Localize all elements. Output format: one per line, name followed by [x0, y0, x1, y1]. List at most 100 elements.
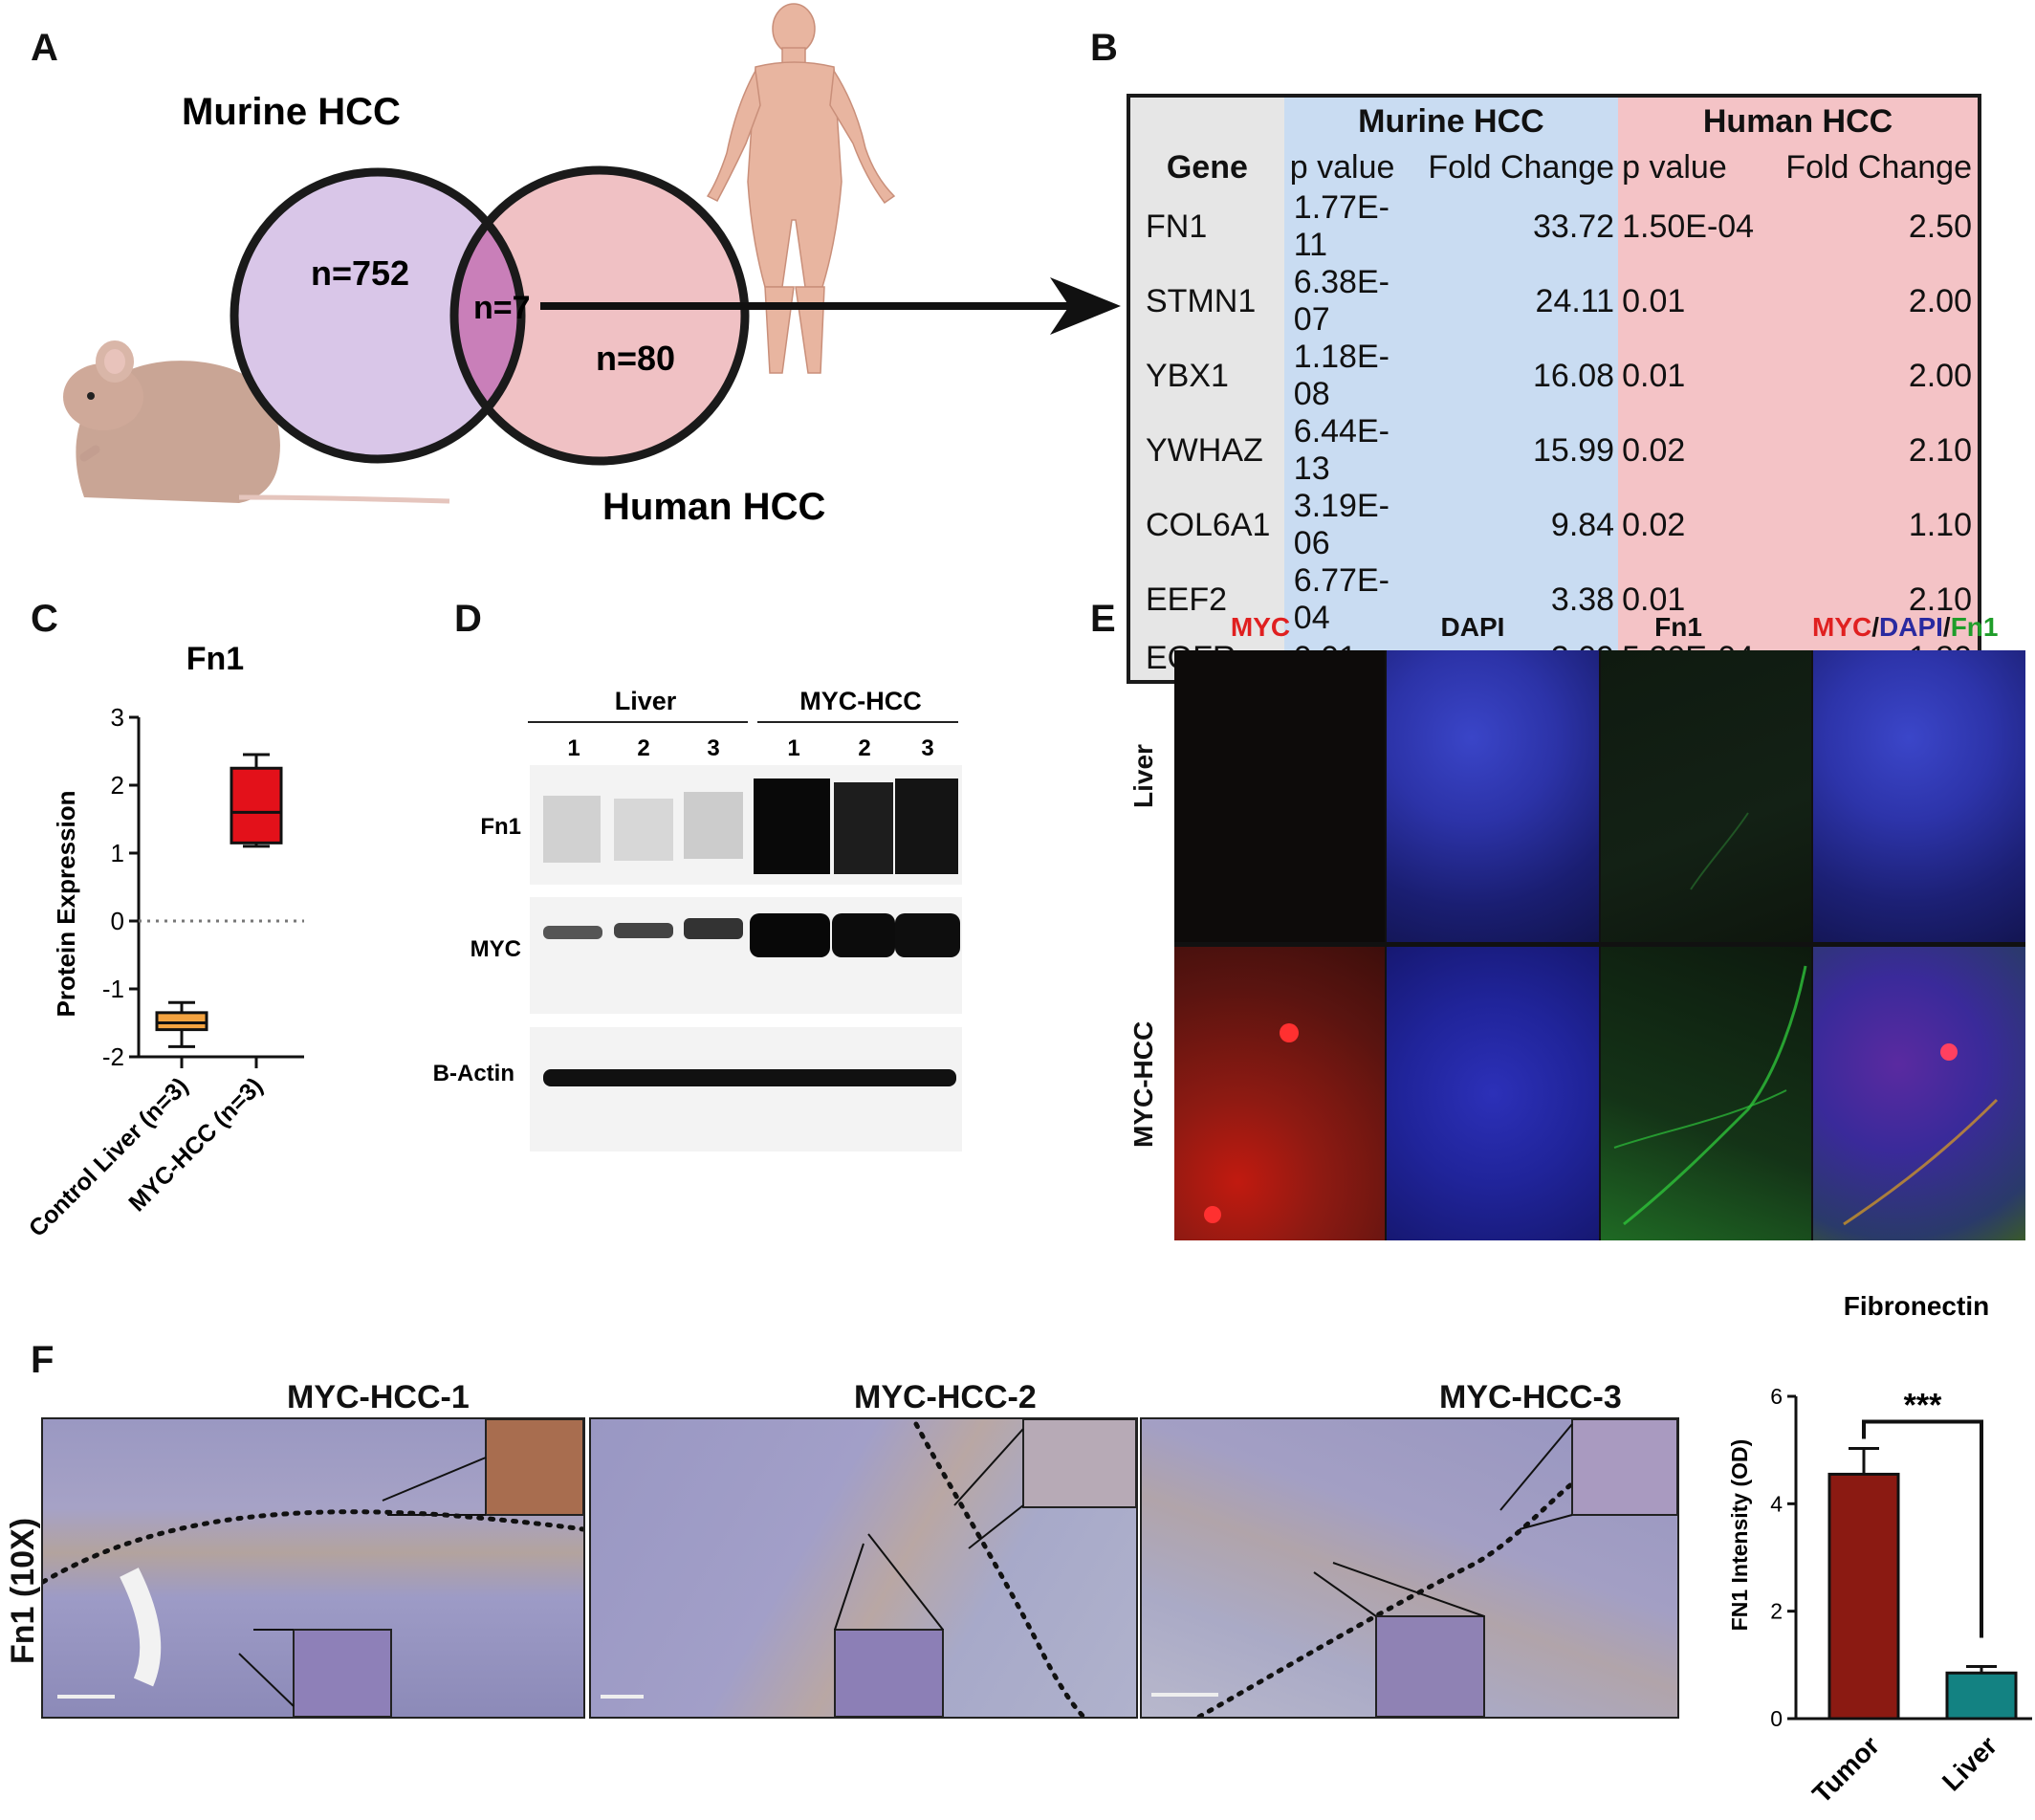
barchart-y-tick: 2: [1770, 1599, 1783, 1624]
if-merge-fn1: Fn1: [1950, 612, 1999, 642]
table-cell-human-fc: 2.00: [1761, 264, 1980, 339]
table-group-human: Human HCC: [1618, 96, 1980, 145]
if-liver-merge-image: [1813, 650, 2025, 942]
lane-label: 2: [637, 735, 649, 761]
venn-human-circle: [454, 170, 745, 461]
table-row: FN1 1.77E-11 33.72 1.50E-04 2.50: [1128, 189, 1980, 264]
ihc-inset-3a: [1571, 1419, 1677, 1516]
if-myc-dapi-image: [1387, 947, 1599, 1240]
table-cell-human-p: 0.01: [1618, 264, 1761, 339]
table-cell-gene: COL6A1: [1128, 488, 1284, 562]
ihc-row-label: Fn1 (10X): [5, 1517, 41, 1664]
boxplot-box: [230, 766, 283, 844]
table-cell-human-fc: 1.10: [1761, 488, 1980, 562]
table-row: EEF2 6.77E-04 3.38 0.01 2.10: [1128, 562, 1980, 637]
ihc-image-1: [41, 1417, 585, 1719]
table-cell-human-fc: 2.10: [1761, 413, 1980, 488]
if-row-liver: Liver: [1128, 744, 1158, 808]
ihc-inset-3b: [1375, 1615, 1485, 1717]
boxplot-y-tick: 2: [111, 771, 124, 800]
table-cell-human-p: 0.02: [1618, 488, 1761, 562]
barchart-significance-label: ***: [1904, 1387, 1942, 1423]
lane-label: 1: [787, 735, 799, 761]
table-cell-human-p: 0.02: [1618, 413, 1761, 488]
table-row: COL6A1 3.19E-06 9.84 0.02 1.10: [1128, 488, 1980, 562]
boxplot-box: [155, 1011, 208, 1032]
venn-human-label: Human HCC: [602, 486, 825, 528]
barchart-x-label: Liver: [1937, 1730, 2002, 1796]
ihc-title-3: MYC-HCC-3: [1439, 1379, 1622, 1415]
if-myc-myc-image: [1174, 947, 1385, 1240]
if-col-fn1: Fn1: [1654, 612, 1702, 642]
ihc-image-3: [1140, 1417, 1679, 1719]
barchart-y-tick: 6: [1770, 1384, 1783, 1409]
table-cell-murine-fc: 15.99: [1416, 413, 1619, 488]
if-liver-myc-image: [1174, 650, 1385, 942]
panel-letter-a: A: [31, 27, 58, 69]
barchart-significance-bracket: [1862, 1419, 1983, 1638]
if-col-merge: MYC/DAPI/Fn1: [1812, 612, 1998, 643]
blot-label-actin: B-Actin: [433, 1061, 514, 1086]
mouse-icon: [63, 340, 450, 504]
boxplot-title: Fn1: [186, 641, 244, 677]
barchart-bar: [1945, 1671, 2018, 1721]
if-merge-slash-2: /: [1942, 612, 1951, 642]
ihc-inset-2a: [1022, 1419, 1136, 1508]
panel-letter-b: B: [1090, 27, 1118, 69]
table-cell-murine-p: 6.77E-04: [1283, 562, 1417, 637]
if-merge-dapi: DAPI: [1879, 612, 1943, 642]
boxplot-y-tick: 3: [111, 703, 124, 732]
table-row: STMN1 6.38E-07 24.11 0.01 2.00: [1128, 264, 1980, 339]
table-cell-murine-p: 3.19E-06: [1283, 488, 1417, 562]
table-header-gene: Gene: [1128, 145, 1284, 189]
lane-label: 1: [567, 735, 580, 761]
if-merge-slash-1: /: [1871, 612, 1880, 642]
boxplot-x-label: MYC-HCC (n=3): [123, 1072, 268, 1217]
table-cell-gene: YBX1: [1128, 339, 1284, 413]
table-cell-gene: STMN1: [1128, 264, 1284, 339]
ihc-inset-1b: [293, 1629, 392, 1717]
lane-label: 3: [707, 735, 719, 761]
western-group-myc: MYC-HCC: [799, 687, 922, 715]
if-row-myc: MYC-HCC: [1128, 1020, 1158, 1148]
if-col-dapi: DAPI: [1440, 612, 1505, 642]
table-cell-murine-fc: 3.38: [1416, 562, 1619, 637]
barchart-ylabel: FN1 Intensity (OD): [1727, 1439, 1752, 1632]
if-myc-merge-image: [1813, 947, 2025, 1240]
table-cell-gene: EEF2: [1128, 562, 1284, 637]
boxplot-ylabel: Protein Expression: [52, 791, 80, 1018]
if-myc-fn1-image: [1601, 947, 1811, 1240]
panel-letter-e: E: [1090, 598, 1116, 640]
lane-label: 2: [858, 735, 870, 761]
western-group-liver: Liver: [615, 687, 677, 715]
table-header-human-p: p value: [1618, 145, 1761, 189]
barchart-fibronectin: Fibronectin FN1 Intensity (OD) 0 2 4 6 Tumor…: [1727, 1291, 2032, 1809]
venn-human-count: n=80: [596, 339, 675, 378]
if-liver-dapi-image: [1387, 650, 1599, 942]
table-cell-murine-fc: 33.72: [1416, 189, 1619, 264]
ihc-inset-1a: [485, 1419, 583, 1516]
table-cell-human-p: 0.01: [1618, 339, 1761, 413]
table-header-human-fc: Fold Change: [1761, 145, 1980, 189]
blot-myc: [530, 897, 962, 1014]
table-cell-murine-fc: 9.84: [1416, 488, 1619, 562]
blot-actin: [530, 1027, 962, 1151]
table-cell-human-fc: 2.50: [1761, 189, 1980, 264]
ihc-title-2: MYC-HCC-2: [854, 1379, 1037, 1415]
blot-label-fn1: Fn1: [480, 814, 521, 840]
if-merge-myc: MYC: [1812, 612, 1872, 642]
barchart-title: Fibronectin: [1844, 1291, 1989, 1321]
table-cell-murine-fc: 16.08: [1416, 339, 1619, 413]
barchart-y-tick: 0: [1770, 1706, 1783, 1731]
barchart-y-tick: 4: [1770, 1491, 1783, 1516]
gene-table: Murine HCC Human HCC Gene p value Fold C…: [1127, 94, 1981, 684]
ihc-title-1: MYC-HCC-1: [287, 1379, 470, 1415]
panel-letter-d: D: [454, 598, 482, 640]
venn-murine-count: n=752: [311, 253, 409, 293]
venn-diagram: Murine HCC Human HCC n=752 n=7 n=80: [63, 3, 1121, 528]
barchart-bar: [1827, 1472, 1900, 1721]
boxplot-y-tick: 0: [111, 907, 124, 935]
boxplot-y-tick: -1: [102, 975, 124, 1003]
table-row: YBX1 1.18E-08 16.08 0.01 2.00: [1128, 339, 1980, 413]
table-cell-murine-p: 6.44E-13: [1283, 413, 1417, 488]
